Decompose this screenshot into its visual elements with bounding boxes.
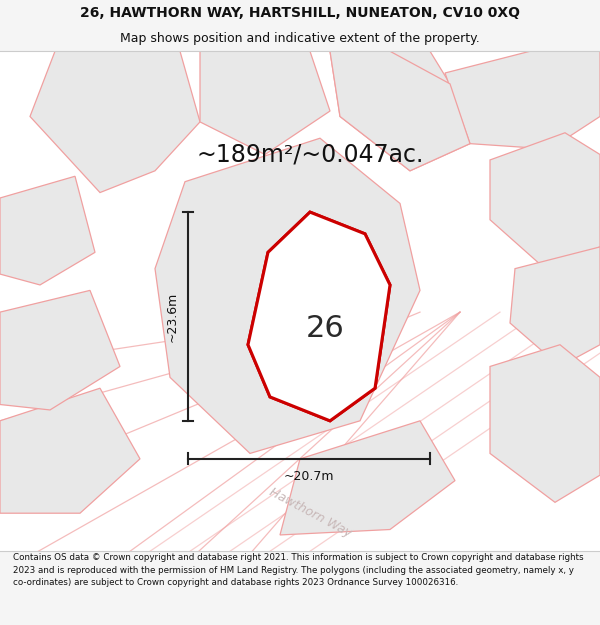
Text: Hawthorn Way: Hawthorn Way [266,486,353,541]
Polygon shape [0,388,140,513]
Polygon shape [0,291,120,410]
Text: ~20.7m: ~20.7m [284,470,334,482]
Polygon shape [0,176,95,285]
Polygon shape [200,51,330,154]
Polygon shape [445,51,600,149]
Polygon shape [248,212,390,421]
Text: ~189m²/~0.047ac.: ~189m²/~0.047ac. [196,142,424,166]
Text: 26: 26 [305,314,344,343]
Polygon shape [248,212,390,421]
Polygon shape [30,51,200,192]
Polygon shape [490,132,600,269]
Text: Map shows position and indicative extent of the property.: Map shows position and indicative extent… [120,32,480,45]
Polygon shape [330,51,470,171]
Polygon shape [155,138,420,453]
Text: Contains OS data © Crown copyright and database right 2021. This information is : Contains OS data © Crown copyright and d… [13,554,584,587]
Polygon shape [490,345,600,503]
Text: ~23.6m: ~23.6m [166,291,179,342]
Text: 26, HAWTHORN WAY, HARTSHILL, NUNEATON, CV10 0XQ: 26, HAWTHORN WAY, HARTSHILL, NUNEATON, C… [80,6,520,20]
Polygon shape [330,51,470,171]
Polygon shape [510,247,600,366]
Polygon shape [280,421,455,535]
